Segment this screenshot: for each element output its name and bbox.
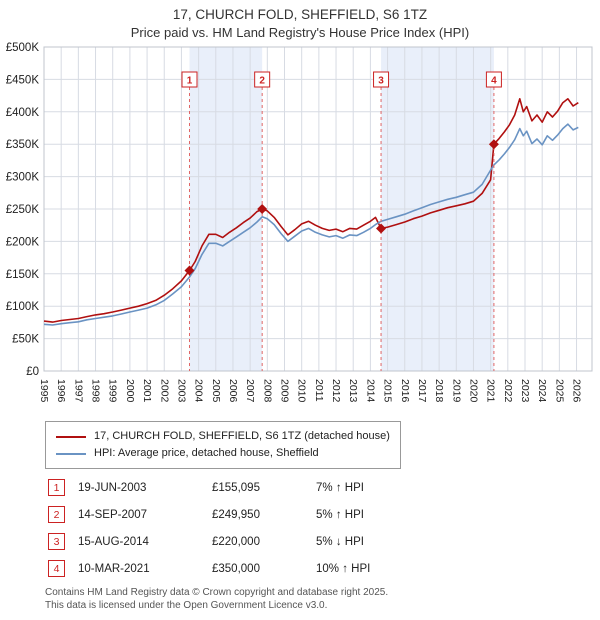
sale-number-text: 2 [259, 76, 265, 87]
x-axis-tick-label: 2000 [124, 379, 136, 403]
sale-price: £249,950 [212, 508, 260, 521]
x-axis-tick-label: 2017 [416, 379, 428, 403]
x-axis-tick-label: 2014 [364, 379, 376, 403]
sale-date: 19-JUN-2003 [78, 481, 147, 494]
x-axis-tick-label: 2008 [261, 379, 273, 403]
x-axis-tick-label: 2006 [227, 379, 239, 403]
sale-diamond-marker [257, 204, 268, 215]
price-chart[interactable]: £0 £50K £100K £150K £200K £250K £300K £350K £400… [0, 41, 600, 415]
x-axis-tick-label: 2026 [571, 379, 583, 403]
chart-legend: 17, CHURCH FOLD, SHEFFIELD, S6 1TZ (deta… [45, 421, 401, 469]
x-axis-tick-label: 2018 [433, 379, 445, 403]
x-axis-tick-label: 2005 [210, 379, 222, 403]
y-axis-tick-label: £100K [6, 301, 40, 313]
sale-number-badge: 4 [48, 560, 65, 577]
legend-label-hpi: HPI: Average price, detached house, Shef… [94, 447, 319, 459]
x-axis-tick-label: 2020 [467, 379, 479, 403]
sale-number-text: 4 [491, 76, 497, 87]
legend-label-property: 17, CHURCH FOLD, SHEFFIELD, S6 1TZ (deta… [94, 430, 390, 442]
blue-line-sample-icon [56, 452, 86, 455]
red-line-sample-icon [56, 435, 86, 438]
sale-date: 10-MAR-2021 [78, 562, 150, 575]
sale-diamond-marker [376, 223, 387, 234]
sale-date: 15-AUG-2014 [78, 535, 149, 548]
y-axis-tick-label: £50K [12, 334, 39, 346]
x-axis-tick-label: 2003 [175, 379, 187, 403]
sale-hpi-delta: 5% ↓ HPI [316, 535, 364, 548]
y-axis-tick-label: £200K [6, 236, 40, 248]
x-axis-tick-label: 2024 [536, 379, 548, 403]
x-axis-tick-label: 2016 [399, 379, 411, 403]
x-axis-tick-label: 2013 [347, 379, 359, 403]
sale-number-box [373, 71, 390, 88]
legend-item-property: 17, CHURCH FOLD, SHEFFIELD, S6 1TZ (deta… [56, 428, 390, 445]
x-axis-tick-label: 2012 [330, 379, 342, 403]
x-axis-tick-label: 1998 [90, 379, 102, 403]
sale-price: £350,000 [212, 562, 260, 575]
x-axis-tick-label: 2021 [485, 379, 497, 403]
sale-price: £220,000 [212, 535, 260, 548]
x-axis-tick-label: 2009 [279, 379, 291, 403]
x-axis-tick-label: 2002 [158, 379, 170, 403]
y-axis-tick-label: £250K [6, 204, 40, 216]
x-axis-tick-label: 2019 [450, 379, 462, 403]
sale-number-badge: 3 [48, 533, 65, 550]
sale-number-box [254, 71, 271, 88]
y-axis-tick-label: £0 [26, 366, 39, 378]
footer-line-1: Contains HM Land Registry data © Crown c… [45, 587, 389, 598]
legend-item-hpi: HPI: Average price, detached house, Shef… [56, 445, 390, 462]
x-axis-tick-label: 2001 [141, 379, 153, 403]
x-axis-tick-label: 2004 [193, 379, 205, 403]
sale-number-text: 3 [378, 76, 384, 87]
x-axis-tick-label: 2015 [382, 379, 394, 403]
sale-number-box [485, 71, 502, 88]
y-axis-tick-label: £300K [6, 172, 40, 184]
x-axis-tick-label: 2007 [244, 379, 256, 403]
x-axis-tick-label: 1997 [72, 379, 84, 403]
x-axis-tick-label: 2022 [502, 379, 514, 403]
sale-number-badge: 1 [48, 479, 65, 496]
x-axis-tick-label: 2010 [296, 379, 308, 403]
price-paid-line [43, 97, 579, 323]
y-axis-tick-label: £500K [6, 42, 40, 54]
sale-number-badge: 2 [48, 506, 65, 523]
x-axis-tick-label: 2025 [553, 379, 565, 403]
y-axis-tick-label: £400K [6, 107, 40, 119]
page-subtitle: Price paid vs. HM Land Registry's House … [130, 25, 470, 40]
license-footer: Contains HM Land Registry data © Crown c… [45, 587, 600, 612]
sale-number-box [181, 71, 198, 88]
chart-header: 17, CHURCH FOLD, SHEFFIELD, S6 1TZ Price… [0, 0, 600, 41]
sale-hpi-delta: 7% ↑ HPI [316, 481, 364, 494]
footer-line-2: This data is licensed under the Open Gov… [45, 599, 328, 611]
x-axis-tick-label: 2023 [519, 379, 531, 403]
sale-hpi-delta: 10% ↑ HPI [316, 562, 371, 575]
x-axis-tick-label: 1995 [38, 379, 50, 403]
x-axis-tick-label: 1999 [107, 379, 119, 403]
sale-diamond-marker [488, 139, 499, 150]
transactions-table: 1 19-JUN-2003 £155,095 7% ↑ HPI 2 14-SEP… [48, 479, 600, 577]
x-axis-tick-label: 2011 [313, 379, 325, 402]
sale-hpi-delta: 5% ↑ HPI [316, 508, 364, 521]
y-axis-tick-label: £450K [6, 74, 40, 86]
sale-price: £155,095 [212, 481, 260, 494]
sale-date: 14-SEP-2007 [78, 508, 148, 521]
hpi-line [43, 123, 579, 326]
plot-border [43, 46, 593, 372]
y-axis-tick-label: £350K [6, 139, 40, 151]
page-title: 17, CHURCH FOLD, SHEFFIELD, S6 1TZ [172, 7, 428, 22]
sale-diamond-marker [184, 265, 195, 276]
y-axis-tick-label: £150K [6, 269, 40, 281]
sale-number-text: 1 [187, 76, 193, 87]
x-axis-tick-label: 1996 [55, 379, 67, 403]
